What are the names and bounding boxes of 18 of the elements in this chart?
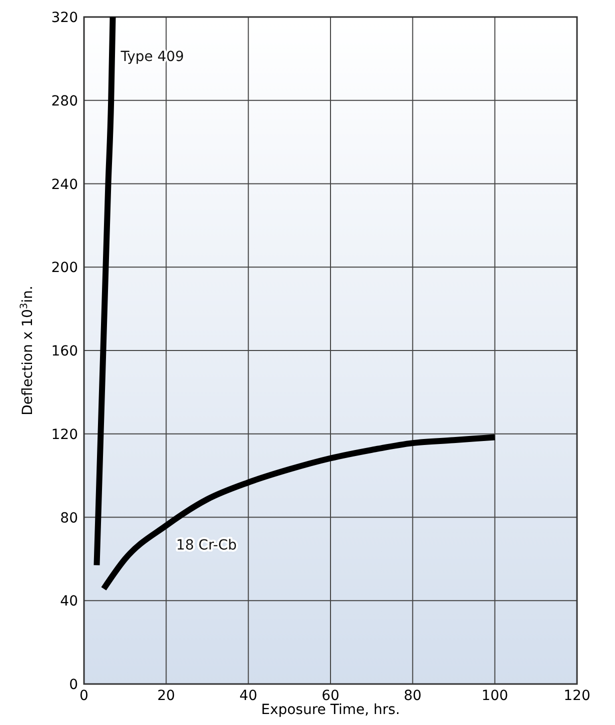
y-tick-label: 120 (51, 426, 78, 443)
x-tick-label: 120 (564, 688, 590, 704)
x-axis-title: Exposure Time, hrs. (261, 702, 400, 718)
series-label: 18 Cr-Cb (176, 538, 237, 554)
x-tick-label: 0 (80, 688, 88, 704)
y-tick-label: 160 (51, 344, 78, 360)
y-tick-label: 80 (60, 510, 78, 526)
y-tick-label: 320 (51, 10, 78, 26)
y-tick-label: 200 (51, 260, 78, 276)
y-tick-label: 40 (60, 594, 78, 610)
x-tick-label: 100 (481, 688, 508, 704)
y-tick-label: 280 (51, 93, 78, 110)
y-tick-label: 0 (69, 677, 78, 693)
x-tick-label: 20 (157, 688, 176, 704)
x-tick-label: 60 (322, 688, 340, 704)
x-tick-label: 80 (404, 688, 422, 704)
y-tick-label: 240 (51, 176, 78, 193)
x-tick-label: 40 (239, 688, 258, 704)
